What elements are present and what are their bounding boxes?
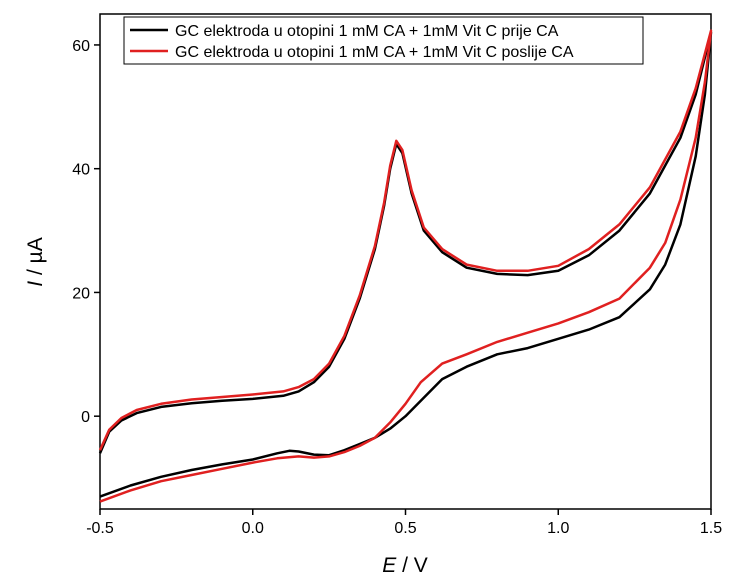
y-axis-ticks: 0 20 40 60 (72, 38, 100, 426)
x-tick-label: 1.5 (700, 520, 722, 537)
y-axis-label-unit: / µA (24, 237, 47, 281)
legend-label-series-2: GC elektroda u otopini 1 mM CA + 1mM Vit… (175, 44, 574, 61)
series-line-2 (98, 29, 713, 503)
y-tick-label: 40 (72, 162, 90, 179)
x-tick-label: -0.5 (86, 520, 114, 537)
y-tick-label: 0 (81, 409, 90, 426)
x-axis-label-symbol: E (382, 554, 397, 577)
x-tick-label: 1.0 (547, 520, 569, 537)
x-axis-ticks: -0.5 0.0 0.5 1.0 1.5 (86, 509, 722, 537)
plot-frame (99, 13, 712, 510)
legend: GC elektroda u otopini 1 mM CA + 1mM Vit… (123, 16, 644, 65)
y-tick-label: 60 (72, 38, 90, 55)
x-axis-label: E / V (382, 554, 428, 577)
series-line-1 (98, 31, 713, 498)
series-layer (98, 29, 713, 503)
legend-label-series-1: GC elektroda u otopini 1 mM CA + 1mM Vit… (175, 23, 559, 40)
x-tick-label: 0.5 (394, 520, 416, 537)
y-axis-label-symbol: I (24, 281, 47, 287)
y-axis-label: I / µA (24, 237, 47, 286)
y-tick-label: 20 (72, 285, 90, 302)
legend-box (123, 16, 644, 65)
x-axis-label-unit: / V (396, 554, 428, 577)
x-tick-label: 0.0 (242, 520, 264, 537)
